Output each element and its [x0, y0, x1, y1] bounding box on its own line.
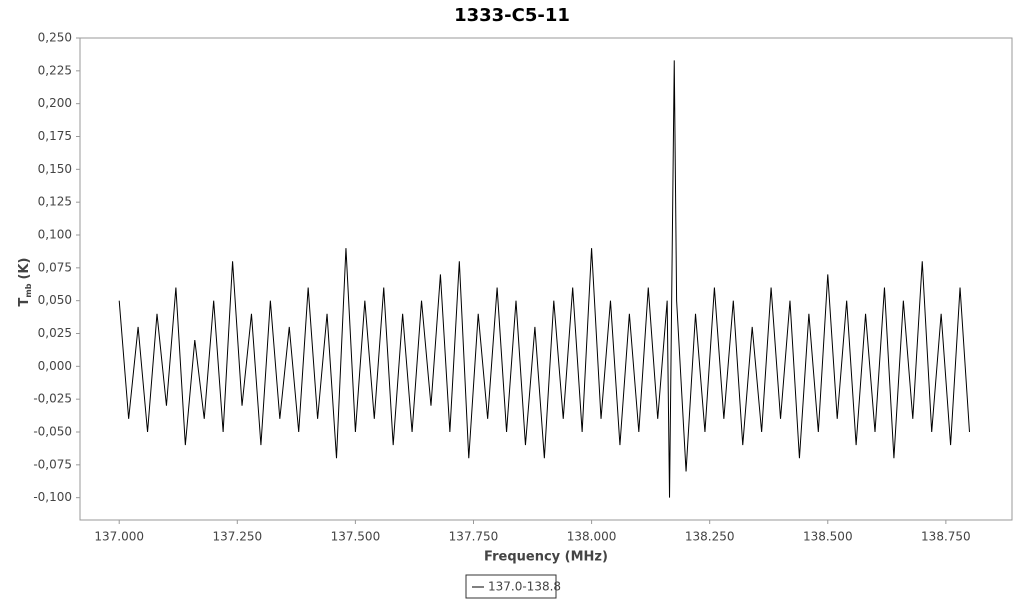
- y-tick-label: 0,175: [38, 129, 72, 143]
- y-tick-label: 0,150: [38, 162, 72, 176]
- x-tick-label: 137.000: [94, 530, 144, 544]
- y-tick-label: -0,025: [33, 392, 72, 406]
- y-axis-unit: (K): [17, 258, 32, 280]
- x-tick-label: 137.750: [449, 530, 499, 544]
- legend-label: 137.0-138.8: [488, 580, 561, 594]
- x-tick-label: 138.250: [685, 530, 735, 544]
- chart-title: 1333-C5-11: [454, 5, 570, 26]
- x-tick-label: 138.000: [567, 530, 617, 544]
- y-tick-label: 0,025: [38, 326, 72, 340]
- x-tick-label: 138.750: [921, 530, 971, 544]
- y-tick-label: 0,225: [38, 63, 72, 77]
- x-tick-label: 137.250: [212, 530, 262, 544]
- y-tick-label: -0,050: [33, 425, 72, 439]
- y-tick-label: 0,050: [38, 293, 72, 307]
- y-tick-label: -0,100: [33, 490, 72, 504]
- spectrum-line: [118, 60, 970, 498]
- y-tick-label: 0,100: [38, 228, 72, 242]
- y-tick-label: 0,250: [38, 31, 72, 45]
- y-axis-symbol: T: [17, 297, 32, 306]
- y-tick-label: 0,075: [38, 260, 72, 274]
- legend-box: [465, 574, 557, 599]
- y-tick-label: -0,075: [33, 457, 72, 471]
- y-tick-label: 0,200: [38, 96, 72, 110]
- plot-area: [79, 37, 1013, 521]
- y-axis-title: Tmb (K): [17, 258, 33, 307]
- x-axis-title: Frequency (MHz): [484, 550, 608, 565]
- x-tick-label: 137.500: [331, 530, 381, 544]
- y-tick-label: 0,125: [38, 195, 72, 209]
- x-tick-label: 138.500: [803, 530, 853, 544]
- y-tick-label: 0,000: [38, 359, 72, 373]
- y-axis-subscript: mb: [24, 283, 33, 297]
